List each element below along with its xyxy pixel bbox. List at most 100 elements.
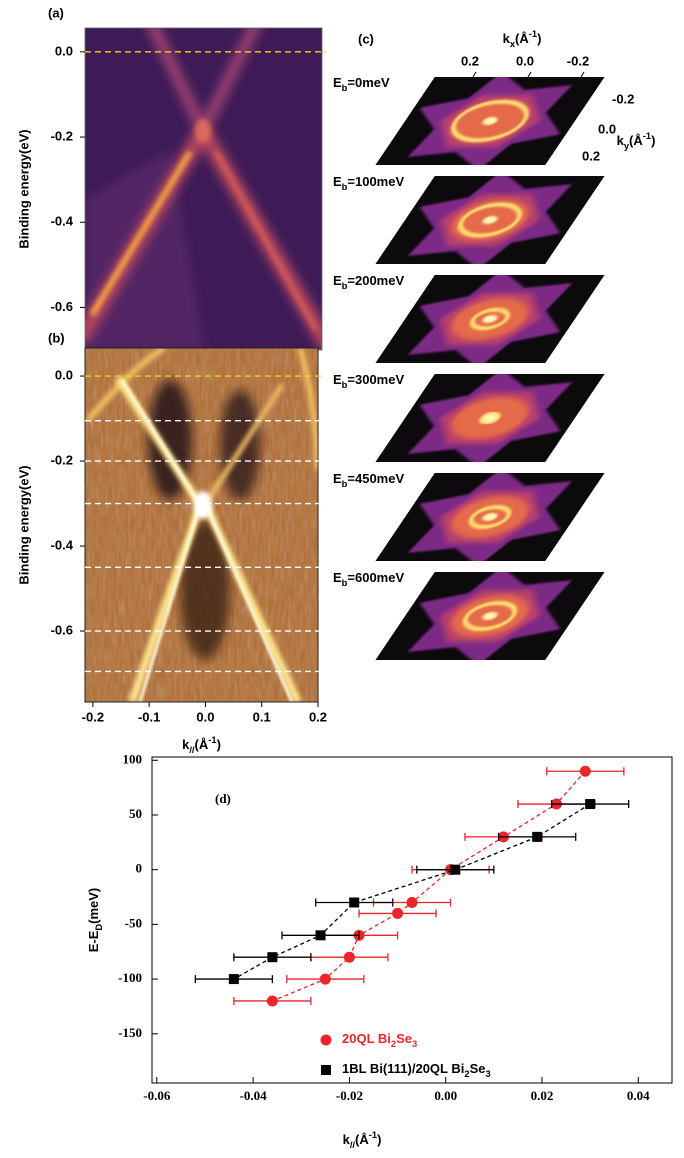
point — [349, 897, 360, 908]
x-tick-label: 0.04 — [627, 1088, 650, 1103]
label-part: -1 — [369, 1130, 377, 1140]
label-part: k — [182, 737, 190, 752]
y-tick-label: -0.2 — [51, 452, 73, 467]
x-tick-label: -0.06 — [143, 1088, 171, 1103]
ky-tick-label: -0.2 — [612, 91, 634, 106]
x-axis-label: k//(Å-1) — [343, 1130, 382, 1150]
kx-tick-label: 0.0 — [516, 53, 534, 68]
point — [266, 995, 278, 1007]
k-map-image — [375, 77, 605, 165]
k-map-image — [375, 473, 605, 561]
label-part: E — [333, 174, 342, 189]
k-map-image — [375, 374, 605, 462]
map-center — [482, 117, 498, 125]
trend-line — [272, 770, 586, 1002]
point — [319, 973, 331, 985]
y-tick-label: -0.6 — [51, 299, 73, 314]
label-part: x — [510, 39, 516, 49]
map-center — [482, 414, 498, 422]
x-tick-label: 0.2 — [309, 709, 327, 724]
k-map — [375, 374, 605, 462]
map-ring — [458, 202, 522, 238]
label-part: (Å — [355, 1132, 369, 1147]
label-part: y — [624, 141, 630, 151]
label-part: Se — [470, 1061, 486, 1076]
panel-label: (d) — [215, 791, 231, 806]
kx-label: kx(Å-1) — [503, 29, 542, 49]
point — [267, 952, 278, 963]
label-part: (Å — [629, 133, 643, 148]
label-part: D — [94, 924, 104, 931]
label-part: (meV) — [86, 888, 101, 924]
map-center — [482, 513, 498, 521]
x-tick-label: 0.1 — [253, 709, 271, 724]
label-part: 2 — [391, 1039, 396, 1049]
label-part: ) — [537, 31, 541, 46]
map-label: Eb=200meV — [333, 273, 404, 291]
label-part: k — [503, 31, 511, 46]
x-tick-label: 0.0 — [196, 709, 214, 724]
label-part: 2 — [464, 1069, 469, 1079]
label-part: =300meV — [347, 372, 404, 387]
y-tick-label: -0.4 — [51, 214, 74, 229]
y-tick-label: 50 — [129, 806, 142, 821]
label-part: 20QL Bi — [342, 1031, 391, 1046]
map-center — [482, 612, 498, 620]
label-part: =600meV — [347, 570, 404, 585]
map-label: Eb=300meV — [333, 372, 404, 390]
label-part: b — [342, 479, 348, 489]
k-map — [375, 77, 605, 165]
panel-label: (c) — [358, 31, 374, 46]
y-tick-label: 0 — [136, 861, 143, 876]
label-part: k — [617, 133, 625, 148]
y-tick-label: -100 — [118, 970, 142, 985]
k-map — [375, 572, 605, 660]
k-map — [375, 176, 605, 264]
map-ring — [479, 411, 501, 425]
point — [392, 907, 404, 919]
y-axis-label: Binding energy(eV) — [16, 129, 31, 248]
label-part: =200meV — [347, 273, 404, 288]
map-ring — [451, 99, 529, 143]
legend-label: 1BL Bi(111)/20QL Bi2Se3 — [342, 1061, 491, 1079]
legend-marker — [321, 1065, 331, 1075]
label-part: (Å — [515, 31, 529, 46]
point — [585, 799, 596, 810]
point — [315, 930, 326, 941]
point — [406, 896, 418, 908]
frame — [84, 347, 319, 703]
label-part: // — [189, 745, 195, 755]
label-part: k — [343, 1132, 351, 1147]
point — [450, 864, 461, 875]
label-part: E — [333, 471, 342, 486]
k-map-image — [375, 275, 605, 363]
label-part: 3 — [485, 1069, 490, 1079]
map-label: Eb=100meV — [333, 174, 404, 192]
label-part: b — [342, 380, 348, 390]
y-axis-label: Binding energy(eV) — [16, 465, 31, 584]
panel-label: (a) — [48, 5, 64, 20]
y-tick-label: -0.6 — [51, 622, 73, 637]
point — [228, 974, 239, 985]
label-part: 3 — [412, 1039, 417, 1049]
legend-label: 20QL Bi2Se3 — [342, 1031, 417, 1049]
arpes-image-a — [85, 28, 322, 350]
label-part: E — [333, 570, 342, 585]
map-center — [482, 216, 498, 224]
legend-marker — [320, 1034, 332, 1046]
label-part: b — [342, 83, 348, 93]
label-part: =100meV — [347, 174, 404, 189]
y-tick-label: -150 — [118, 1025, 142, 1040]
label-part: E — [333, 273, 342, 288]
map-label: Eb=450meV — [333, 471, 404, 489]
x-tick-label: -0.04 — [240, 1088, 268, 1103]
kx-tick — [472, 71, 477, 78]
label-part: -1 — [208, 735, 216, 745]
point — [343, 951, 355, 963]
y-tick-label: 0.0 — [55, 367, 73, 382]
x-axis-label: k//(Å-1) — [182, 735, 221, 755]
y-tick-label: -50 — [125, 915, 142, 930]
ky-tick-label: 0.0 — [598, 121, 616, 136]
